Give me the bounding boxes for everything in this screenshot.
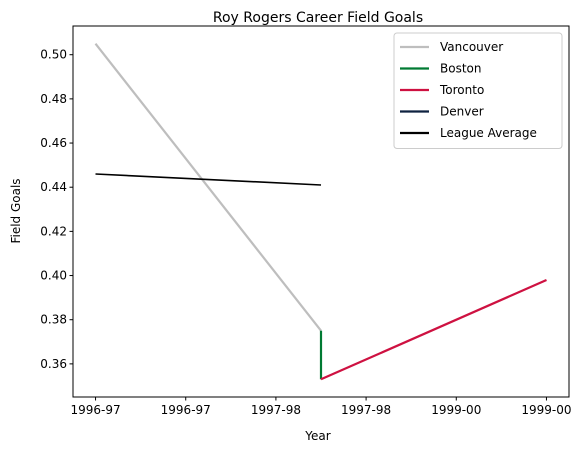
chart-title: Roy Rogers Career Field Goals <box>213 10 423 26</box>
y-tick-label: 0.46 <box>40 136 67 150</box>
x-axis-label: Year <box>304 429 330 443</box>
x-tick-label: 1999-00 <box>431 403 481 417</box>
y-tick-label: 0.42 <box>40 224 67 238</box>
y-tick-label: 0.48 <box>40 92 67 106</box>
y-axis-label: Field Goals <box>9 178 23 243</box>
series-line-vancouver <box>94 43 322 332</box>
legend-label-vancouver: Vancouver <box>440 40 503 54</box>
legend: Vancouver Boston Toronto Denver League Avera… <box>393 32 563 149</box>
x-tick-label: 1997-98 <box>251 403 301 417</box>
y-tick-label: 0.50 <box>40 48 67 62</box>
x-tick-label: 1996-97 <box>70 403 120 417</box>
x-tick-label: 1999-00 <box>521 403 571 417</box>
y-tick-label: 0.44 <box>40 180 67 194</box>
y-tick-label: 0.40 <box>40 269 67 283</box>
series-line-toronto <box>320 278 547 381</box>
x-tick-label: 1997-98 <box>341 403 391 417</box>
y-tick-label: 0.38 <box>40 313 67 327</box>
plot-lines <box>94 43 547 381</box>
series-line-league-average <box>95 173 322 186</box>
legend-label-boston: Boston <box>440 62 481 76</box>
legend-label-toronto: Toronto <box>439 83 484 97</box>
axis-ticks: 0.36 0.38 0.40 0.42 0.44 0.46 0.48 0.50 1996-97 1… <box>40 48 571 417</box>
plot-frame <box>72 25 570 398</box>
legend-box <box>393 32 563 149</box>
legend-label-denver: Denver <box>440 105 484 119</box>
y-tick-label: 0.36 <box>40 357 67 371</box>
x-tick-label: 1996-97 <box>161 403 211 417</box>
legend-label-league-average: League Average <box>440 126 537 140</box>
